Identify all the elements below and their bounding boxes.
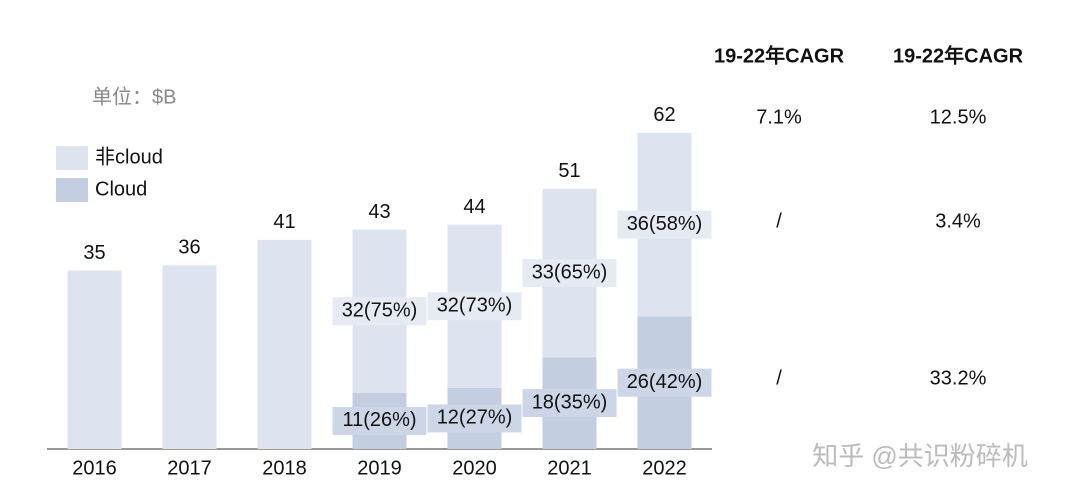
label-bg (617, 368, 712, 397)
legend-swatch (56, 146, 88, 170)
table-header: 19-22年CAGR (893, 43, 1024, 67)
total-label: 44 (463, 196, 485, 218)
bar-segment (67, 270, 122, 449)
total-label: 35 (83, 242, 105, 264)
value-label: 32(73%) (437, 294, 513, 316)
value-label: 32(75%) (342, 300, 418, 322)
total-label: 62 (653, 104, 675, 126)
table-cell: 3.4% (935, 210, 981, 232)
label-bg (332, 297, 427, 326)
total-label: 43 (368, 201, 390, 223)
legend-swatch (56, 178, 88, 202)
x-tick-label: 2020 (452, 457, 497, 479)
total-label: 36 (178, 237, 200, 259)
label-bg (332, 406, 427, 435)
label-bg (522, 389, 617, 418)
x-tick-label: 2016 (72, 457, 117, 479)
x-tick-label: 2018 (262, 457, 307, 479)
value-label: 26(42%) (627, 371, 703, 393)
table-cell: 7.1% (756, 106, 802, 128)
x-tick-label: 2017 (167, 457, 212, 479)
watermark: 知乎 @共识粉碎机 (812, 441, 1028, 471)
x-tick-label: 2021 (547, 457, 592, 479)
value-label: 33(65%) (532, 261, 608, 283)
table-cell: / (776, 210, 782, 232)
table-cell: / (776, 367, 782, 389)
label-bg (617, 210, 712, 239)
bar-segment (162, 265, 217, 449)
label-bg (522, 259, 617, 288)
table-header: 19-22年CAGR (714, 43, 845, 67)
x-tick-label: 2019 (357, 457, 402, 479)
value-label: 11(26%) (342, 409, 416, 431)
legend-label: 非cloud (95, 145, 163, 168)
total-label: 41 (273, 211, 295, 233)
total-label: 51 (558, 160, 580, 182)
x-tick-label: 2022 (642, 457, 687, 479)
value-label: 36(58%) (627, 213, 703, 235)
value-label: 12(27%) (437, 407, 513, 429)
legend-label: Cloud (95, 178, 147, 200)
bar-segment (257, 239, 312, 449)
table-cell: 12.5% (930, 106, 987, 128)
unit-label: 单位：$B (92, 85, 176, 108)
label-bg (427, 292, 522, 321)
table-cell: 33.2% (930, 367, 987, 389)
value-label: 18(35%) (532, 391, 608, 413)
label-bg (427, 404, 522, 433)
